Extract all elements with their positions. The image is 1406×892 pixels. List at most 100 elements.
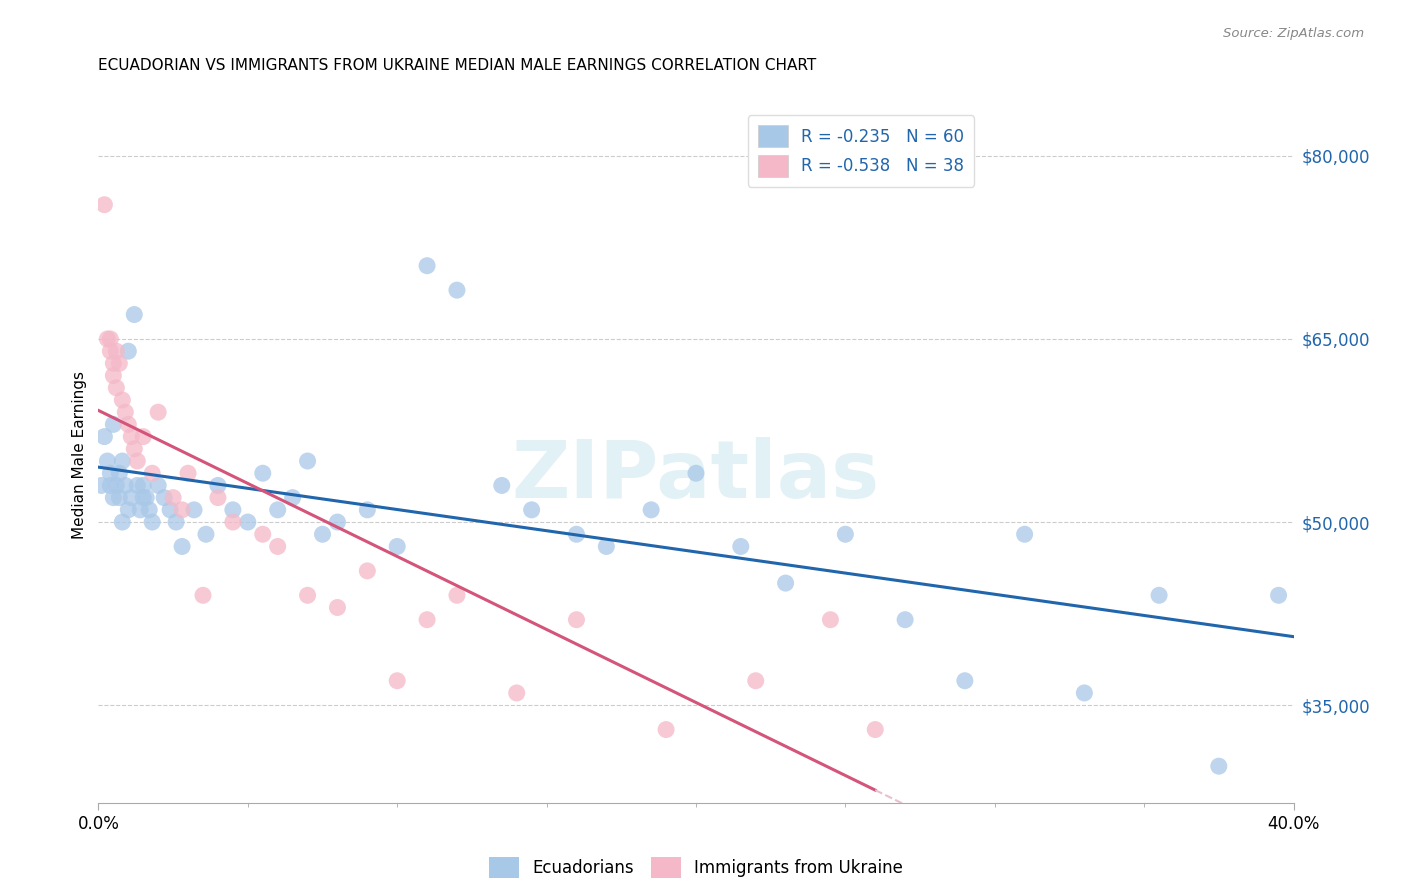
Point	[103, 356, 125, 370]
Point	[267, 503, 290, 517]
Point	[730, 540, 752, 554]
Point	[416, 613, 439, 627]
Point	[356, 564, 378, 578]
Text: Source: ZipAtlas.com: Source: ZipAtlas.com	[1223, 27, 1364, 40]
Point	[105, 478, 128, 492]
Legend: Ecuadorians, Immigrants from Ukraine: Ecuadorians, Immigrants from Ukraine	[482, 850, 910, 885]
Point	[90, 478, 112, 492]
Point	[138, 503, 160, 517]
Point	[111, 454, 134, 468]
Point	[236, 515, 259, 529]
Point	[1267, 588, 1289, 602]
Point	[114, 478, 136, 492]
Text: ECUADORIAN VS IMMIGRANTS FROM UKRAINE MEDIAN MALE EARNINGS CORRELATION CHART: ECUADORIAN VS IMMIGRANTS FROM UKRAINE ME…	[98, 58, 817, 73]
Point	[177, 467, 200, 481]
Point	[745, 673, 768, 688]
Point	[446, 283, 468, 297]
Point	[775, 576, 797, 591]
Point	[385, 673, 409, 688]
Text: ZIPatlas: ZIPatlas	[512, 437, 880, 515]
Point	[640, 503, 662, 517]
Point	[96, 454, 118, 468]
Point	[159, 503, 181, 517]
Point	[100, 332, 122, 346]
Point	[132, 429, 155, 443]
Point	[894, 613, 917, 627]
Point	[834, 527, 856, 541]
Point	[105, 344, 128, 359]
Point	[100, 467, 122, 481]
Point	[165, 515, 187, 529]
Point	[127, 478, 149, 492]
Point	[326, 600, 349, 615]
Point	[103, 491, 125, 505]
Point	[124, 442, 146, 456]
Point	[222, 503, 245, 517]
Point	[267, 540, 290, 554]
Point	[132, 478, 155, 492]
Point	[103, 417, 125, 432]
Point	[297, 588, 319, 602]
Point	[162, 491, 184, 505]
Point	[520, 503, 543, 517]
Point	[141, 467, 163, 481]
Point	[117, 417, 139, 432]
Point	[103, 368, 125, 383]
Point	[183, 503, 205, 517]
Point	[111, 515, 134, 529]
Point	[326, 515, 349, 529]
Point	[506, 686, 529, 700]
Point	[207, 478, 229, 492]
Point	[120, 491, 142, 505]
Point	[222, 515, 245, 529]
Point	[281, 491, 304, 505]
Point	[172, 540, 194, 554]
Point	[191, 588, 214, 602]
Point	[141, 515, 163, 529]
Point	[108, 356, 131, 370]
Point	[685, 467, 707, 481]
Point	[129, 503, 152, 517]
Point	[135, 491, 157, 505]
Point	[114, 405, 136, 419]
Y-axis label: Median Male Earnings: Median Male Earnings	[72, 371, 87, 539]
Point	[565, 613, 588, 627]
Point	[132, 491, 155, 505]
Point	[105, 381, 128, 395]
Point	[117, 344, 139, 359]
Point	[1208, 759, 1230, 773]
Point	[865, 723, 887, 737]
Point	[117, 503, 139, 517]
Point	[1073, 686, 1095, 700]
Point	[297, 454, 319, 468]
Point	[124, 308, 146, 322]
Point	[252, 467, 274, 481]
Point	[655, 723, 678, 737]
Point	[120, 429, 142, 443]
Point	[108, 467, 131, 481]
Point	[416, 259, 439, 273]
Point	[172, 503, 194, 517]
Point	[148, 405, 170, 419]
Point	[311, 527, 333, 541]
Point	[148, 478, 170, 492]
Point	[820, 613, 842, 627]
Point	[491, 478, 513, 492]
Point	[1147, 588, 1170, 602]
Point	[93, 429, 115, 443]
Point	[108, 491, 131, 505]
Point	[127, 454, 149, 468]
Point	[153, 491, 176, 505]
Point	[953, 673, 976, 688]
Point	[356, 503, 378, 517]
Point	[595, 540, 617, 554]
Point	[93, 197, 115, 211]
Point	[100, 478, 122, 492]
Point	[1014, 527, 1036, 541]
Point	[100, 344, 122, 359]
Point	[565, 527, 588, 541]
Point	[446, 588, 468, 602]
Point	[96, 332, 118, 346]
Point	[111, 392, 134, 407]
Point	[385, 540, 409, 554]
